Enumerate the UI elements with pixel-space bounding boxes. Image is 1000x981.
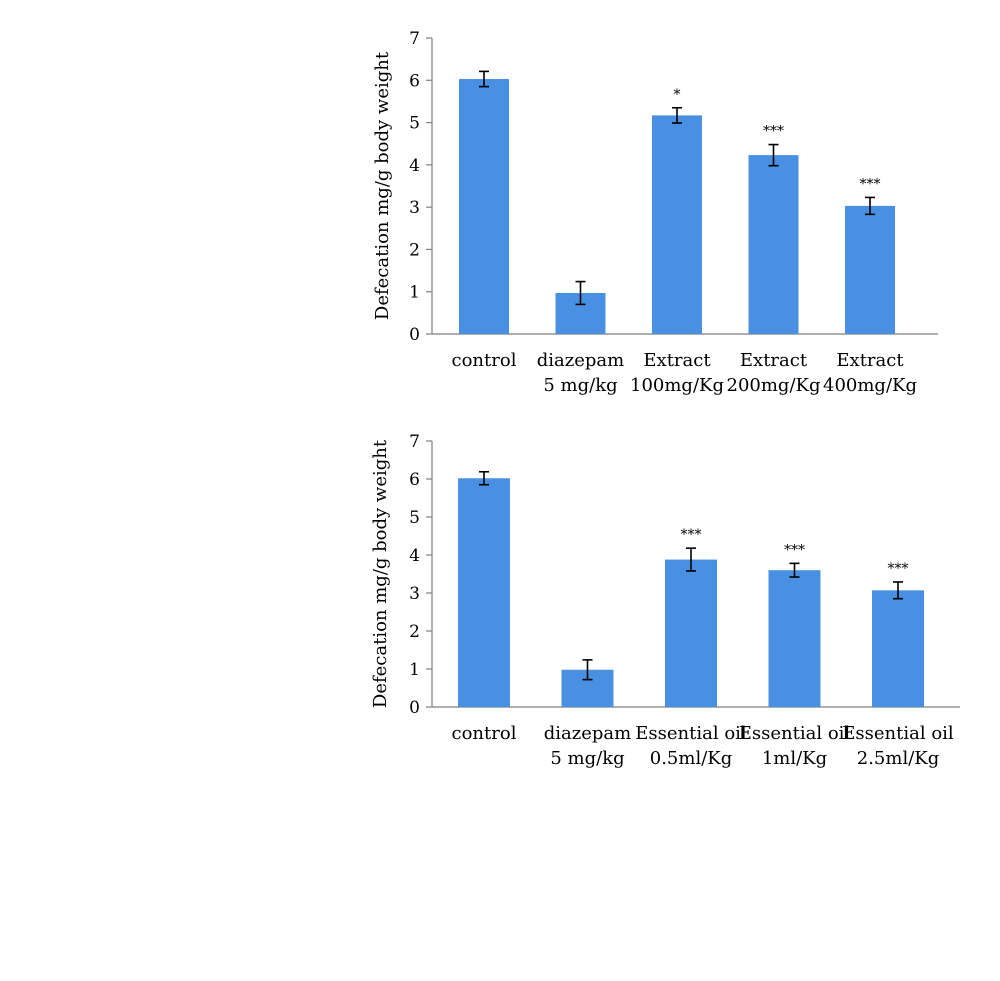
significance-marker: *** [681, 527, 702, 543]
category-label: 1ml/Kg [762, 748, 827, 769]
y-tick-label: 6 [409, 71, 420, 91]
bar [458, 478, 510, 707]
y-tick-label: 0 [409, 325, 420, 345]
y-axis-label: Defecation mg/g body weight [372, 51, 393, 320]
y-tick-label: 5 [409, 114, 420, 134]
y-tick-label: 2 [409, 240, 420, 260]
bar [872, 590, 924, 707]
bar [665, 559, 717, 707]
y-tick-label: 7 [409, 432, 420, 452]
category-label: 2.5ml/Kg [857, 748, 940, 769]
y-tick-label: 2 [409, 622, 420, 642]
y-tick-label: 4 [409, 156, 420, 176]
category-label: Essential oil [635, 723, 747, 744]
category-label: Extract [740, 350, 808, 371]
bar [845, 205, 895, 334]
category-label: 100mg/Kg [630, 375, 724, 396]
bar [768, 570, 821, 707]
category-label: 400mg/Kg [823, 375, 917, 396]
category-label: Essential oil [739, 723, 851, 744]
category-label: 0.5ml/Kg [650, 748, 733, 769]
y-tick-label: 3 [409, 198, 420, 218]
significance-marker: *** [888, 561, 909, 577]
chart-extract: 0 1 2 3 4 5 6 7 Defecation mg/g body weight contr… [372, 29, 938, 396]
y-axis-label: Defecation mg/g body weight [370, 439, 391, 708]
y-tick-label: 3 [409, 584, 420, 604]
bar [459, 79, 509, 334]
category-label: Extract [836, 350, 904, 371]
y-tick-label: 6 [409, 470, 420, 490]
y-tick-label: 1 [409, 283, 420, 303]
y-tick-label: 7 [409, 29, 420, 49]
bar [652, 115, 702, 334]
category-label: control [452, 723, 517, 744]
category-label: 5 mg/kg [543, 375, 617, 396]
significance-marker: *** [860, 176, 881, 192]
category-label: control [452, 350, 517, 371]
category-label: diazepam [537, 350, 624, 371]
y-tick-label: 5 [409, 508, 420, 528]
significance-marker: *** [784, 542, 805, 558]
category-label: 5 mg/kg [550, 748, 624, 769]
y-tick-label: 4 [409, 546, 420, 566]
category-label: Essential oil [842, 723, 954, 744]
y-tick-label: 0 [409, 698, 420, 718]
category-label: 200mg/Kg [727, 375, 821, 396]
category-label: Extract [643, 350, 711, 371]
y-tick-label: 1 [409, 660, 420, 680]
significance-marker: *** [763, 124, 784, 140]
significance-marker: * [674, 87, 681, 103]
chart-essential-oil: 0 1 2 3 4 5 6 7 Defecation mg/g body weight contr… [370, 432, 960, 769]
bar [748, 155, 799, 334]
category-label: diazepam [544, 723, 631, 744]
